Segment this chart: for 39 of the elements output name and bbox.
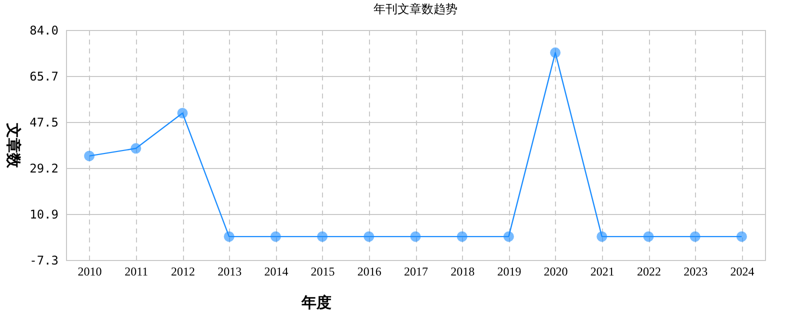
x-axis-title: 年度 (300, 294, 332, 312)
x-tick-label: 2023 (684, 264, 708, 278)
point (130, 143, 142, 154)
point (177, 108, 188, 118)
point (364, 231, 374, 242)
x-tick-label: 2013 (218, 264, 242, 278)
y-tick-label: 65.7 (30, 70, 58, 84)
x-tick-label: 2020 (544, 264, 568, 278)
x-tick-label: 2014 (264, 264, 288, 278)
x-tick-label: 2012 (171, 264, 195, 278)
y-tick-label: 84.0 (30, 24, 58, 38)
chart-title: 年刊文章数趋势 (374, 2, 458, 16)
y-tick-label: 10.9 (30, 208, 58, 222)
x-tick-label: 2017 (404, 264, 428, 278)
point (270, 231, 281, 242)
point (503, 231, 514, 242)
x-tick-label: 2021 (590, 264, 614, 278)
x-tick-label: 2024 (730, 264, 754, 278)
point (410, 231, 421, 242)
point (736, 231, 747, 242)
x-tick-label: 2011 (124, 264, 148, 278)
y-tick-label: 29.2 (30, 162, 58, 176)
y-axis-title: 文章数 (4, 122, 23, 169)
point (550, 47, 561, 58)
point (84, 150, 95, 162)
point (596, 231, 608, 242)
y-tick-label: 47.5 (30, 115, 58, 130)
x-tick-label: 2019 (497, 264, 522, 278)
point (317, 231, 328, 242)
point (690, 231, 700, 242)
x-tick-label: 2016 (357, 264, 382, 278)
y-tick-label: -7.3 (30, 254, 58, 268)
point (456, 231, 468, 242)
x-tick-label: 2022 (637, 264, 661, 278)
x-tick-label: 2018 (450, 264, 475, 278)
x-tick-label: 2015 (310, 264, 335, 278)
point (643, 231, 654, 242)
point (224, 231, 234, 242)
x-tick-label: 2010 (78, 264, 102, 278)
